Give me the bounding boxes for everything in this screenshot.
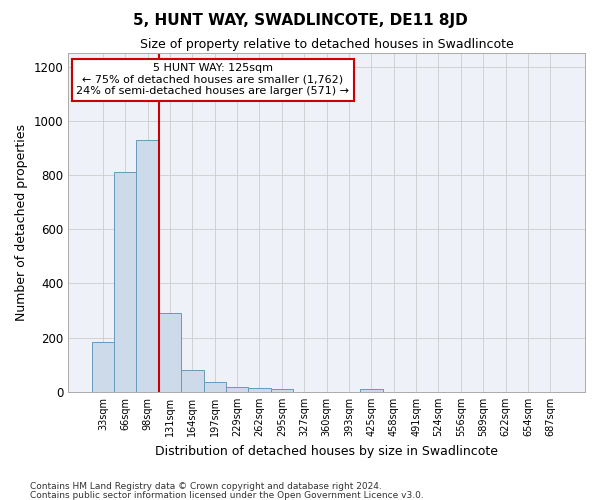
Text: Contains public sector information licensed under the Open Government Licence v3: Contains public sector information licen… — [30, 490, 424, 500]
Bar — [114, 172, 136, 392]
Bar — [360, 389, 383, 392]
Bar — [226, 387, 248, 392]
Bar — [92, 342, 114, 392]
Text: Contains HM Land Registry data © Crown copyright and database right 2024.: Contains HM Land Registry data © Crown c… — [30, 482, 382, 491]
Bar — [271, 389, 293, 392]
Text: 5 HUNT WAY: 125sqm
← 75% of detached houses are smaller (1,762)
24% of semi-deta: 5 HUNT WAY: 125sqm ← 75% of detached hou… — [76, 63, 349, 96]
X-axis label: Distribution of detached houses by size in Swadlincote: Distribution of detached houses by size … — [155, 444, 498, 458]
Text: 5, HUNT WAY, SWADLINCOTE, DE11 8JD: 5, HUNT WAY, SWADLINCOTE, DE11 8JD — [133, 12, 467, 28]
Title: Size of property relative to detached houses in Swadlincote: Size of property relative to detached ho… — [140, 38, 514, 51]
Bar — [159, 314, 181, 392]
Y-axis label: Number of detached properties: Number of detached properties — [15, 124, 28, 321]
Bar — [181, 370, 203, 392]
Bar — [203, 382, 226, 392]
Bar — [248, 388, 271, 392]
Bar — [136, 140, 159, 392]
